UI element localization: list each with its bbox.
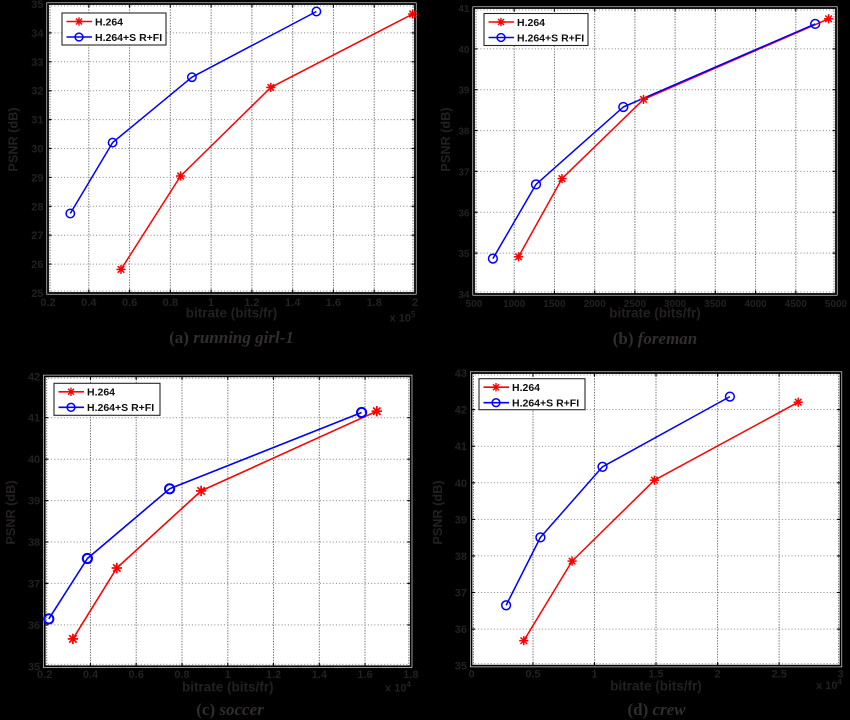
- svg-text:2: 2: [715, 669, 721, 681]
- svg-text:(b) foreman: (b) foreman: [613, 329, 698, 348]
- svg-text:H.264+S R+FI: H.264+S R+FI: [517, 32, 584, 44]
- svg-text:27: 27: [31, 230, 43, 242]
- svg-text:35: 35: [458, 249, 470, 260]
- svg-text:PSNR (dB): PSNR (dB): [4, 480, 18, 544]
- svg-text:PSNR (dB): PSNR (dB): [439, 107, 453, 171]
- svg-text:PSNR (dB): PSNR (dB): [7, 107, 21, 171]
- svg-text:x 104: x 104: [816, 678, 842, 693]
- svg-text:38: 38: [455, 551, 467, 563]
- svg-text:40: 40: [455, 478, 467, 490]
- svg-text:3500: 3500: [704, 299, 727, 310]
- svg-text:0.8: 0.8: [163, 297, 178, 309]
- svg-text:1.6: 1.6: [326, 297, 341, 309]
- svg-text:x 104: x 104: [385, 680, 411, 695]
- svg-text:41: 41: [28, 413, 40, 425]
- svg-text:1.6: 1.6: [357, 669, 372, 681]
- svg-text:4500: 4500: [785, 299, 808, 310]
- svg-text:33: 33: [31, 57, 43, 69]
- svg-text:(a) running girl-1: (a) running girl-1: [169, 328, 294, 347]
- svg-text:0.2: 0.2: [40, 297, 55, 309]
- svg-text:30: 30: [31, 144, 43, 156]
- svg-text:bitrate (bits/fr): bitrate (bits/fr): [610, 679, 702, 694]
- svg-text:H.264: H.264: [95, 16, 123, 28]
- svg-text:36: 36: [458, 208, 470, 219]
- svg-text:1.4: 1.4: [285, 297, 301, 309]
- svg-text:PSNR (dB): PSNR (dB): [431, 480, 445, 544]
- svg-text:39: 39: [455, 514, 467, 526]
- svg-text:500: 500: [466, 299, 483, 310]
- svg-text:0.8: 0.8: [174, 669, 189, 681]
- svg-text:0.4: 0.4: [83, 669, 99, 681]
- svg-text:0.6: 0.6: [122, 297, 137, 309]
- svg-text:1.5: 1.5: [648, 669, 663, 681]
- svg-text:1: 1: [208, 297, 214, 309]
- svg-text:bitrate (bits/fr): bitrate (bits/fr): [609, 306, 701, 321]
- svg-text:0.2: 0.2: [37, 669, 52, 681]
- svg-text:1.8: 1.8: [367, 297, 382, 309]
- svg-text:2.5: 2.5: [771, 669, 786, 681]
- svg-text:1.2: 1.2: [244, 297, 259, 309]
- svg-text:39: 39: [28, 496, 40, 508]
- svg-text:37: 37: [28, 578, 40, 590]
- svg-text:26: 26: [31, 259, 43, 271]
- svg-text:1000: 1000: [503, 299, 526, 310]
- svg-text:H.264+S R+FI: H.264+S R+FI: [87, 402, 154, 414]
- svg-text:1: 1: [591, 669, 597, 681]
- svg-text:35: 35: [455, 661, 467, 673]
- svg-text:0: 0: [468, 669, 474, 681]
- svg-text:35: 35: [28, 661, 40, 673]
- svg-text:0.4: 0.4: [81, 297, 97, 309]
- svg-text:0.6: 0.6: [129, 669, 144, 681]
- svg-text:1.8: 1.8: [403, 669, 418, 681]
- svg-text:H.264+S R+FI: H.264+S R+FI: [95, 32, 162, 44]
- svg-text:5000: 5000: [825, 299, 848, 310]
- svg-text:34: 34: [31, 28, 44, 40]
- svg-text:32: 32: [31, 86, 43, 98]
- svg-text:(d) crew: (d) crew: [627, 700, 686, 719]
- svg-text:1500: 1500: [543, 299, 566, 310]
- svg-text:42: 42: [28, 371, 40, 383]
- svg-text:H.264+S R+FI: H.264+S R+FI: [512, 398, 579, 410]
- svg-text:0.5: 0.5: [525, 669, 540, 681]
- svg-text:1: 1: [225, 669, 231, 681]
- svg-text:2: 2: [412, 297, 418, 309]
- svg-text:37: 37: [455, 588, 467, 600]
- svg-text:40: 40: [458, 45, 470, 56]
- svg-text:42: 42: [455, 405, 467, 417]
- svg-text:3000: 3000: [664, 299, 687, 310]
- svg-text:x 105: x 105: [390, 310, 416, 325]
- svg-text:35: 35: [31, 0, 43, 11]
- svg-text:H.264: H.264: [87, 387, 115, 399]
- svg-text:31: 31: [31, 115, 43, 127]
- svg-text:40: 40: [28, 454, 40, 466]
- svg-text:2500: 2500: [624, 299, 647, 310]
- svg-text:bitrate (bits/fr): bitrate (bits/fr): [182, 680, 274, 695]
- svg-text:36: 36: [455, 624, 467, 636]
- svg-text:3: 3: [838, 669, 844, 681]
- svg-text:41: 41: [458, 4, 470, 15]
- svg-text:1.2: 1.2: [266, 669, 281, 681]
- svg-text:25: 25: [31, 288, 43, 300]
- svg-text:29: 29: [31, 172, 43, 184]
- svg-text:(c) soccer: (c) soccer: [196, 700, 264, 719]
- svg-text:38: 38: [28, 537, 40, 549]
- svg-text:43: 43: [455, 368, 467, 380]
- svg-text:28: 28: [31, 201, 43, 213]
- svg-text:bitrate (bits/fr): bitrate (bits/fr): [186, 306, 278, 321]
- svg-text:H.264: H.264: [512, 382, 540, 394]
- svg-text:4000: 4000: [744, 299, 767, 310]
- svg-text:37: 37: [458, 167, 470, 178]
- svg-text:2000: 2000: [584, 299, 607, 310]
- svg-text:36: 36: [28, 620, 40, 632]
- svg-text:38: 38: [458, 127, 470, 138]
- svg-text:H.264: H.264: [517, 17, 545, 29]
- svg-text:39: 39: [458, 86, 470, 97]
- svg-text:1.4: 1.4: [312, 669, 328, 681]
- svg-text:34: 34: [458, 290, 470, 301]
- svg-text:41: 41: [455, 441, 467, 453]
